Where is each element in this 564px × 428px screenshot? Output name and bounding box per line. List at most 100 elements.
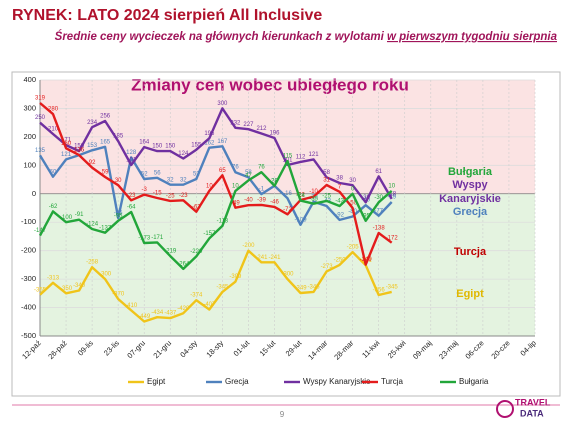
data-label: -309	[229, 274, 242, 280]
data-label: -113	[217, 218, 229, 224]
data-label: -40	[244, 198, 253, 204]
x-tick-label: 01-lut	[232, 338, 252, 358]
data-label: 150	[152, 144, 163, 150]
data-label: 121	[309, 152, 320, 158]
data-label: 52	[193, 172, 200, 178]
data-label: -18	[387, 191, 396, 197]
data-label: 195	[204, 131, 215, 137]
y-tick-label: 400	[23, 75, 36, 84]
data-label: -313	[47, 275, 60, 281]
data-label: -264	[177, 261, 190, 267]
data-label: -95	[361, 213, 370, 219]
data-label: -23	[127, 193, 136, 199]
data-label: 38	[336, 176, 343, 182]
data-label: -23	[179, 193, 188, 199]
data-label: -200	[242, 243, 255, 249]
data-label: -220	[190, 249, 203, 255]
data-label: 164	[139, 140, 150, 146]
data-label: -250	[334, 257, 347, 263]
data-label: 160	[61, 141, 72, 147]
series-line	[38, 159, 393, 271]
x-tick-label: 25-kwi	[386, 338, 408, 360]
x-tick-label: 21-gru	[151, 338, 173, 360]
data-label: 150	[74, 144, 85, 150]
y-tick-label: -200	[21, 246, 36, 255]
data-label: -25	[322, 193, 331, 199]
data-label: -1	[259, 187, 265, 193]
data-label: 234	[87, 120, 98, 126]
x-tick-label: 09-maj	[411, 338, 434, 361]
data-label: 300	[217, 101, 228, 107]
data-label: 319	[35, 96, 46, 102]
data-label: -350	[60, 286, 73, 292]
data-label: 30	[349, 178, 356, 184]
data-label: -420	[177, 306, 190, 312]
annotation: Bułgaria	[448, 166, 493, 178]
series-line	[39, 102, 393, 266]
data-label: 7	[338, 184, 342, 190]
x-tick-label: 15-lut	[258, 338, 278, 358]
data-label: 52	[141, 172, 148, 178]
page-number: 9	[280, 410, 285, 419]
x-tick-label: 20-cze	[489, 338, 511, 360]
data-label: -43	[335, 199, 344, 205]
data-label: 232	[230, 120, 241, 126]
data-label: 250	[35, 115, 46, 121]
data-label: -62	[49, 204, 58, 210]
data-label: -437	[164, 311, 177, 317]
data-label: -258	[86, 260, 99, 266]
data-label: 256	[100, 114, 111, 120]
x-tick-label: 26-paź	[46, 338, 69, 361]
data-label: -22	[296, 193, 305, 199]
data-label: -340	[73, 283, 86, 289]
legend-label: Grecja	[225, 377, 249, 386]
data-label: -241	[255, 255, 268, 261]
data-label: -137	[99, 225, 112, 231]
subtitle-emphasis: w pierwszym tygodniu sierpnia	[387, 31, 558, 43]
data-label: -171	[151, 235, 164, 241]
data-label: 32	[180, 177, 187, 183]
data-label: -356	[373, 288, 386, 294]
data-label: 150	[165, 144, 176, 150]
data-label: 59	[102, 170, 109, 176]
plot: Zmiany cen wobec ubiegłego roku-500-400-…	[20, 75, 538, 362]
series-line	[39, 249, 392, 323]
data-label: 135	[35, 148, 46, 154]
data-label: -300	[281, 272, 294, 278]
x-tick-label: 28-mar	[332, 338, 356, 362]
data-label: -345	[216, 284, 229, 290]
data-label: -100	[60, 215, 73, 221]
data-label: -410	[125, 303, 138, 309]
series-line	[38, 145, 393, 226]
x-tick-label: 14-mar	[306, 338, 330, 362]
data-label: -92	[335, 213, 344, 219]
data-label: -300	[99, 272, 112, 278]
y-tick-label: 200	[23, 132, 36, 141]
data-label: -407	[203, 302, 216, 308]
data-label: -30	[361, 195, 370, 201]
data-label: 210	[48, 127, 59, 133]
x-tick-label: 11-kwi	[360, 338, 382, 360]
data-label: -345	[308, 284, 321, 290]
y-tick-label: -100	[21, 217, 36, 226]
data-label: 10	[232, 184, 239, 190]
data-label: -241	[268, 255, 281, 261]
data-label: 196	[269, 131, 280, 137]
data-label: 56	[154, 170, 161, 176]
data-label: -157	[203, 231, 216, 237]
data-label: -3	[142, 187, 148, 193]
y-tick-label: 300	[23, 103, 36, 112]
subtitle-text: Średnie ceny wycieczek na głównych kieru…	[55, 30, 387, 43]
data-label: 121	[61, 152, 72, 158]
data-label: 28	[271, 178, 278, 184]
x-tick-label: 04-lip	[518, 338, 537, 357]
data-label: 115	[283, 154, 293, 160]
data-label: 58	[323, 170, 330, 176]
data-label: -35	[309, 196, 318, 202]
data-label: -39	[257, 197, 266, 203]
data-label: 61	[375, 169, 382, 175]
data-label: 162	[204, 140, 215, 146]
x-tick-label: 09-lis	[76, 338, 95, 357]
data-label: 101	[126, 158, 137, 164]
